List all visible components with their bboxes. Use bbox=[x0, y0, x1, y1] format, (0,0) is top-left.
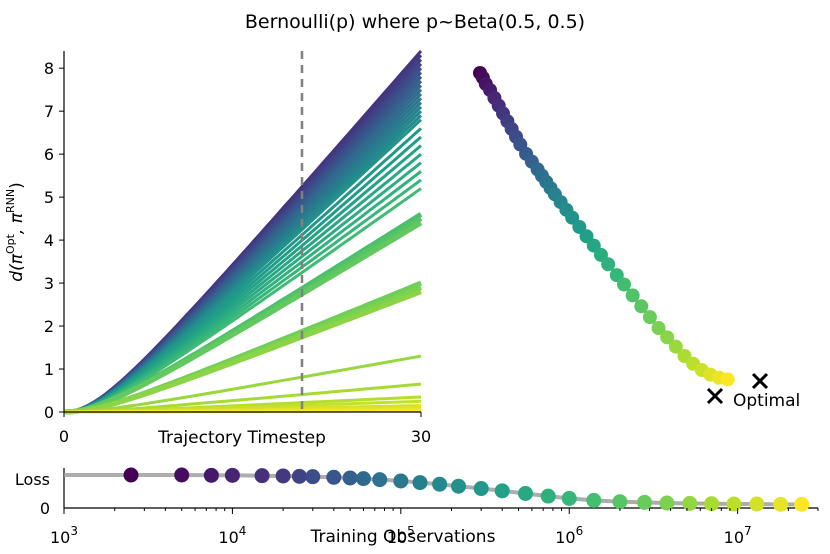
loss-point bbox=[518, 485, 534, 501]
loss-point bbox=[612, 494, 628, 510]
loss-point bbox=[794, 496, 810, 512]
loss-point bbox=[203, 467, 219, 483]
chart-title: Bernoulli(p) where p~Beta(0.5, 0.5) bbox=[245, 11, 585, 33]
trajectory-point bbox=[617, 277, 631, 292]
loss-point bbox=[659, 495, 675, 511]
loss-point bbox=[473, 481, 489, 497]
y-axis-label-mid: , π bbox=[7, 212, 27, 234]
loss-x-tick-label: 104 bbox=[218, 524, 246, 547]
y-tick-label: 3 bbox=[44, 274, 54, 293]
loss-point bbox=[586, 492, 602, 508]
trajectory-point bbox=[601, 257, 616, 272]
tick-base: 10 bbox=[555, 528, 575, 547]
y-tick-label: 7 bbox=[44, 102, 54, 121]
tick-exponent: 6 bbox=[576, 524, 584, 538]
loss-scatter-chart: 103 104 105 106 107 Loss 0 Training Observat… bbox=[15, 467, 819, 547]
y-axis-label-sup-rnn: RNN bbox=[4, 189, 17, 213]
loss-point bbox=[561, 490, 577, 506]
loss-x-axis-label: Training Observations bbox=[310, 527, 496, 547]
loss-point bbox=[540, 488, 556, 504]
loss-points bbox=[123, 467, 810, 512]
loss-x-tick-label: 107 bbox=[724, 524, 752, 547]
distance-series-line bbox=[63, 354, 422, 414]
y-tick-label: 8 bbox=[44, 59, 54, 78]
tick-exponent: 7 bbox=[744, 524, 752, 538]
loss-point bbox=[450, 478, 466, 494]
loss-x-tick-label: 105 bbox=[387, 524, 415, 547]
loss-point bbox=[412, 475, 428, 491]
loss-point bbox=[637, 494, 653, 510]
y-axis-label-end: ) bbox=[7, 182, 27, 189]
tick-exponent: 3 bbox=[70, 524, 78, 538]
y-axis-label-sup-opt: Opt bbox=[4, 233, 17, 254]
loss-point bbox=[682, 495, 698, 511]
cross-stroke bbox=[706, 387, 724, 405]
loss-point bbox=[372, 472, 388, 488]
distance-line-chart: 0 1 2 3 4 5 6 7 8 0 30 Trajectory Timestep d(πOpt… bbox=[4, 50, 431, 448]
loss-x-tick-label: 103 bbox=[50, 524, 78, 547]
tick-exponent: 4 bbox=[239, 524, 247, 538]
loss-point bbox=[342, 470, 358, 486]
y-tick-label: 0 bbox=[44, 403, 54, 422]
y-axis-label: d(πOpt, πRNN) bbox=[4, 182, 27, 281]
tick-base: 10 bbox=[50, 528, 70, 547]
trajectory-scatter-chart: Optimal bbox=[473, 66, 800, 411]
loss-point bbox=[393, 473, 409, 489]
distance-series-line bbox=[63, 220, 423, 415]
trajectory-points bbox=[473, 66, 735, 387]
trajectory-point bbox=[668, 339, 683, 354]
loss-y-tick-label: 0 bbox=[40, 499, 50, 518]
loss-point bbox=[174, 467, 190, 483]
loss-point bbox=[305, 469, 321, 485]
distance-series-lines bbox=[63, 50, 423, 415]
loss-point bbox=[275, 468, 291, 484]
x-tick-label: 30 bbox=[411, 427, 431, 446]
y-tick-labels: 0 1 2 3 4 5 6 7 8 bbox=[44, 59, 64, 422]
trajectory-point bbox=[720, 372, 735, 387]
y-tick-label: 4 bbox=[44, 231, 54, 250]
optimal-annotation: Optimal bbox=[733, 391, 800, 411]
loss-point bbox=[224, 467, 240, 483]
optimal-marker bbox=[751, 372, 769, 390]
trajectory-point bbox=[625, 288, 640, 303]
loss-x-tick-label: 106 bbox=[555, 524, 583, 547]
y-tick-label: 6 bbox=[44, 145, 54, 164]
y-tick-label: 5 bbox=[44, 188, 54, 207]
y-axis-label-main: d(π bbox=[7, 253, 27, 281]
tick-base: 10 bbox=[218, 528, 238, 547]
loss-point bbox=[726, 496, 742, 512]
cross-stroke bbox=[751, 372, 769, 390]
y-tick-label: 1 bbox=[44, 360, 54, 379]
loss-point bbox=[254, 468, 270, 484]
y-tick-label: 2 bbox=[44, 317, 54, 336]
optimal-legend-marker bbox=[706, 387, 724, 405]
loss-point bbox=[494, 483, 510, 499]
trajectory-point bbox=[642, 310, 657, 325]
x-axis-label: Trajectory Timestep bbox=[157, 428, 326, 448]
trajectory-point bbox=[651, 321, 666, 336]
trajectory-path bbox=[478, 72, 728, 381]
loss-point bbox=[355, 471, 371, 487]
loss-y-axis-label: Loss bbox=[15, 470, 50, 489]
tick-base: 10 bbox=[387, 528, 407, 547]
loss-point bbox=[704, 496, 720, 512]
loss-point bbox=[326, 469, 342, 485]
x-tick-labels: 0 30 bbox=[59, 412, 431, 446]
distance-series-line bbox=[63, 289, 422, 415]
trajectory-point bbox=[660, 330, 675, 345]
loss-point bbox=[123, 467, 139, 483]
loss-x-ticks: 103 104 105 106 107 bbox=[50, 508, 819, 547]
loss-point bbox=[432, 476, 448, 492]
tick-base: 10 bbox=[724, 528, 744, 547]
x-tick-label: 0 bbox=[59, 427, 69, 446]
tick-exponent: 5 bbox=[407, 524, 415, 538]
loss-point bbox=[291, 468, 307, 484]
loss-point bbox=[749, 496, 765, 512]
trajectory-point bbox=[634, 299, 649, 314]
loss-point bbox=[773, 496, 789, 512]
